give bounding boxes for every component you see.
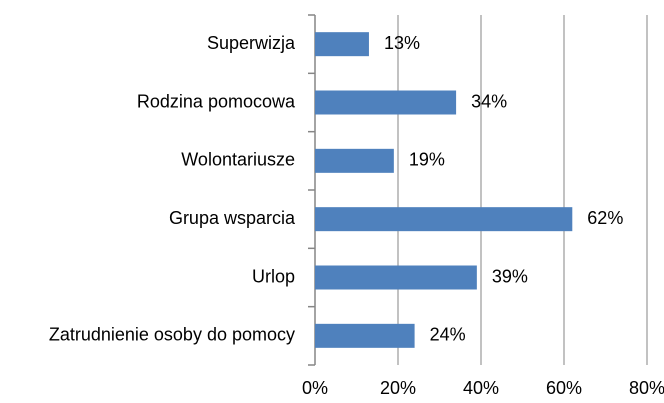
value-label: 34% (471, 91, 507, 111)
category-label: Rodzina pomocowa (137, 91, 296, 111)
category-label: Grupa wsparcia (169, 208, 296, 228)
value-label: 62% (587, 208, 623, 228)
value-label: 39% (492, 266, 528, 286)
x-tick-label: 0% (302, 378, 328, 398)
x-tick-label: 20% (380, 378, 416, 398)
x-tick-label: 80% (629, 378, 664, 398)
bar (315, 148, 394, 173)
category-label: Zatrudnienie osoby do pomocy (49, 325, 295, 345)
value-label: 13% (384, 33, 420, 53)
x-tick-label: 40% (463, 378, 499, 398)
bar (315, 207, 573, 232)
value-label: 24% (430, 325, 466, 345)
x-tick-label: 60% (546, 378, 582, 398)
bar (315, 32, 369, 57)
bar (315, 265, 477, 290)
category-label: Superwizja (207, 33, 296, 53)
category-label: Wolontariusze (181, 150, 295, 170)
bar (315, 90, 457, 115)
category-label: Urlop (252, 266, 295, 286)
value-label: 19% (409, 150, 445, 170)
bar (315, 323, 415, 348)
